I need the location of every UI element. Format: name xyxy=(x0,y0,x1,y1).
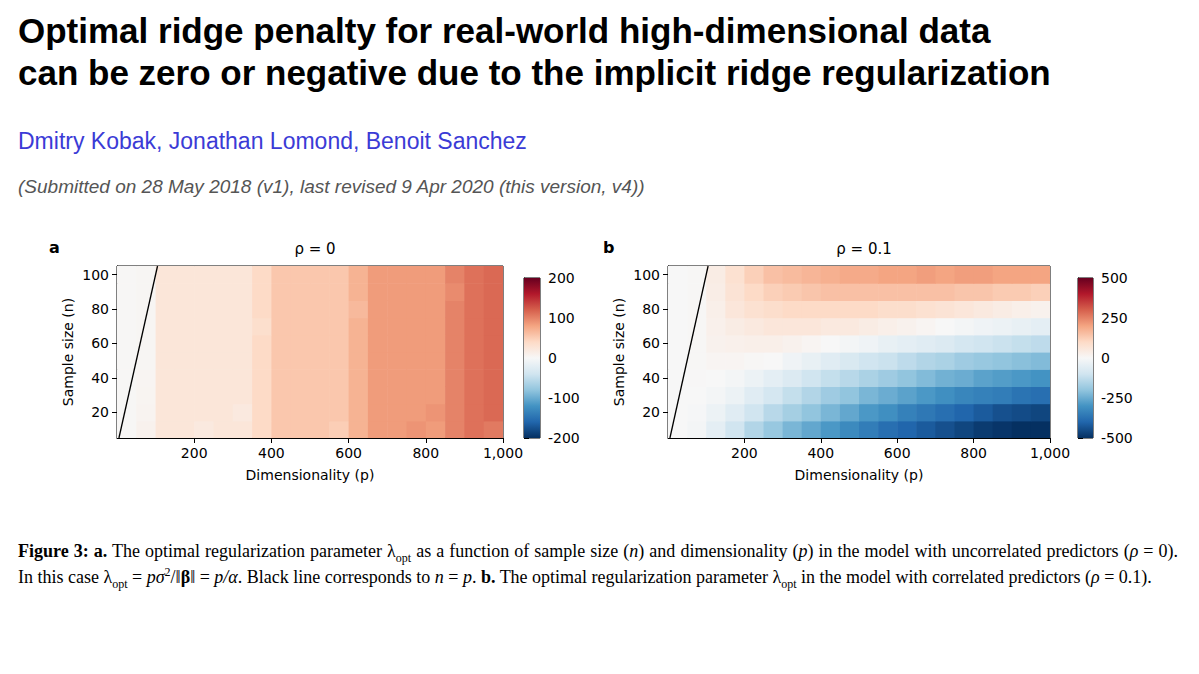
svg-text:200: 200 xyxy=(181,445,208,461)
svg-text:100: 100 xyxy=(633,267,660,283)
svg-text:a: a xyxy=(49,238,60,257)
svg-text:1,000: 1,000 xyxy=(1030,445,1070,461)
svg-text:Sample size (n): Sample size (n) xyxy=(60,298,76,406)
html-text:can be zero or negative due to: can be zero or negative due to the impli… xyxy=(18,53,1051,92)
svg-text:20: 20 xyxy=(91,404,109,420)
svg-text:20: 20 xyxy=(642,404,660,420)
svg-text:40: 40 xyxy=(91,370,109,386)
svg-text:-200: -200 xyxy=(548,430,580,446)
svg-text:500: 500 xyxy=(1101,270,1128,286)
svg-text:400: 400 xyxy=(258,445,285,461)
svg-text:800: 800 xyxy=(960,445,987,461)
svg-text:800: 800 xyxy=(412,445,439,461)
svg-text:0: 0 xyxy=(1101,350,1110,366)
html-text:Optimal ridge penalty for real: Optimal ridge penalty for real-world hig… xyxy=(18,11,991,50)
svg-text:b: b xyxy=(603,238,614,257)
svg-text:ρ = 0.1: ρ = 0.1 xyxy=(836,240,891,258)
svg-text:-250: -250 xyxy=(1101,390,1133,406)
svg-text:600: 600 xyxy=(884,445,911,461)
svg-text:0: 0 xyxy=(548,350,557,366)
svg-text:Dimensionality (p): Dimensionality (p) xyxy=(795,467,924,483)
html-text:Figure 3: a. The optimal regul: Figure 3: a. The optimal regularization … xyxy=(18,541,1178,591)
svg-text:ρ = 0: ρ = 0 xyxy=(294,240,335,258)
svg-text:100: 100 xyxy=(82,267,109,283)
svg-text:100: 100 xyxy=(548,310,575,326)
svg-text:1,000: 1,000 xyxy=(483,445,523,461)
svg-text:60: 60 xyxy=(91,335,109,351)
svg-text:200: 200 xyxy=(731,445,758,461)
svg-text:-100: -100 xyxy=(548,390,580,406)
svg-text:-500: -500 xyxy=(1101,430,1133,446)
html-text:Dmitry Kobak, Jonathan Lomond,: Dmitry Kobak, Jonathan Lomond, Benoit Sa… xyxy=(18,128,527,154)
svg-text:60: 60 xyxy=(642,335,660,351)
svg-text:40: 40 xyxy=(642,370,660,386)
svg-text:80: 80 xyxy=(91,301,109,317)
svg-text:200: 200 xyxy=(548,270,575,286)
svg-text:80: 80 xyxy=(642,301,660,317)
svg-text:250: 250 xyxy=(1101,310,1128,326)
svg-text:Sample size (n): Sample size (n) xyxy=(611,298,627,406)
html-text:(Submitted on 28 May 2018 (v1): (Submitted on 28 May 2018 (v1), last rev… xyxy=(18,176,645,197)
svg-text:Dimensionality (p): Dimensionality (p) xyxy=(246,467,375,483)
svg-text:600: 600 xyxy=(335,445,362,461)
svg-text:400: 400 xyxy=(807,445,834,461)
